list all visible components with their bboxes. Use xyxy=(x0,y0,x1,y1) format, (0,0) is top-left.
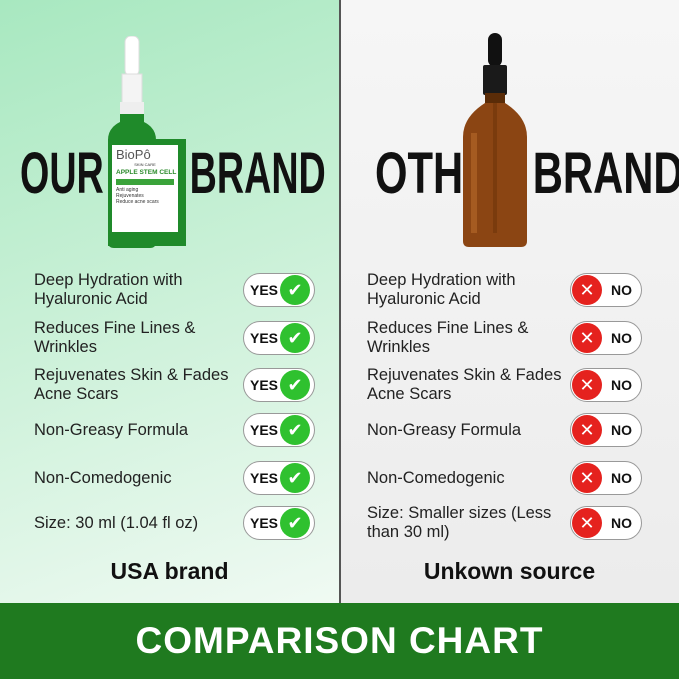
our-brand-subtitle: USA brand xyxy=(110,558,229,584)
feature-row: Deep Hydration with Hyaluronic Acid xyxy=(34,268,239,312)
comparison-chart-banner: COMPARISON CHART xyxy=(0,603,679,679)
badge-text: YES xyxy=(250,515,279,531)
no-badge: ✕ NO xyxy=(570,368,642,402)
divider xyxy=(339,0,341,603)
label-tagline: SKIN CARE xyxy=(134,162,156,167)
feature-row: Rejuvenates Skin & Fades Acne Scars xyxy=(34,363,239,407)
feature-row: Non-Greasy Formula xyxy=(367,408,567,452)
other-brand-heading: OTHER BRAND xyxy=(375,141,679,206)
no-badge: ✕ NO xyxy=(570,461,642,495)
feature-row: Deep Hydration with Hyaluronic Acid xyxy=(367,268,567,312)
badge-text: NO xyxy=(611,282,632,298)
badge-text: YES xyxy=(250,470,279,486)
feature-label: Size: Smaller sizes (Less than 30 ml) xyxy=(367,504,552,541)
badge-text: YES xyxy=(250,282,279,298)
badge-text: YES xyxy=(250,422,279,438)
check-circle-icon: ✔ xyxy=(280,463,311,493)
check-circle-icon: ✔ xyxy=(280,415,311,445)
check-circle-icon: ✔ xyxy=(280,275,311,305)
no-badge: ✕ NO xyxy=(570,506,642,540)
feature-row: Non-Greasy Formula xyxy=(34,408,239,452)
feature-label: Non-Greasy Formula xyxy=(34,420,189,439)
x-circle-icon: ✕ xyxy=(572,370,602,400)
other-brand-subtitle: Unkown source xyxy=(423,558,596,584)
badge-text: NO xyxy=(611,377,632,393)
feature-row: Reduces Fine Lines & Wrinkles xyxy=(34,316,239,360)
feature-row: Non-Comedogenic xyxy=(34,456,239,500)
x-circle-icon: ✕ xyxy=(572,463,602,493)
label-claim: Reduce acne scars xyxy=(116,199,159,205)
x-circle-icon: ✕ xyxy=(572,508,602,538)
yes-badge: YES ✔ xyxy=(243,368,315,402)
bottle-label: BioPô SKIN CARE APPLE STEM CELL Anti agi… xyxy=(112,145,178,232)
no-badge: ✕ NO xyxy=(570,413,642,447)
feature-label: Non-Greasy Formula xyxy=(367,420,522,439)
badge-text: NO xyxy=(611,515,632,531)
yes-badge: YES ✔ xyxy=(243,273,315,307)
feature-label: Size: 30 ml (1.04 fl oz) xyxy=(34,513,199,532)
amber-bottle-image xyxy=(463,33,527,247)
badge-text: NO xyxy=(611,330,632,346)
feature-label: Non-Comedogenic xyxy=(34,468,172,487)
feature-label: Rejuvenates Skin & Fades Acne Scars xyxy=(367,366,562,403)
feature-label: Rejuvenates Skin & Fades Acne Scars xyxy=(34,366,229,403)
check-circle-icon: ✔ xyxy=(280,323,311,353)
feature-row: Rejuvenates Skin & Fades Acne Scars xyxy=(367,363,567,407)
label-product: APPLE STEM CELL xyxy=(116,169,177,176)
badge-text: NO xyxy=(611,470,632,486)
label-claim: Rejuvenates xyxy=(116,193,144,199)
no-badge: ✕ NO xyxy=(570,321,642,355)
feature-row: Non-Comedogenic xyxy=(367,456,567,500)
feature-label: Non-Comedogenic xyxy=(367,468,505,487)
feature-label: Deep Hydration with Hyaluronic Acid xyxy=(34,271,183,308)
label-brand: BioPô xyxy=(116,147,151,162)
label-claim: Anti aging xyxy=(116,187,139,193)
check-circle-icon: ✔ xyxy=(280,508,311,538)
feature-label: Deep Hydration with Hyaluronic Acid xyxy=(367,271,516,308)
feature-row: Size: 30 ml (1.04 fl oz) xyxy=(34,501,239,545)
yes-badge: YES ✔ xyxy=(243,461,315,495)
no-badge: ✕ NO xyxy=(570,273,642,307)
yes-badge: YES ✔ xyxy=(243,321,315,355)
check-circle-icon: ✔ xyxy=(280,370,311,400)
badge-text: YES xyxy=(250,377,279,393)
x-circle-icon: ✕ xyxy=(572,323,602,353)
badge-text: NO xyxy=(611,422,632,438)
feature-row: Size: Smaller sizes (Less than 30 ml) xyxy=(367,501,567,545)
x-circle-icon: ✕ xyxy=(572,275,602,305)
yes-badge: YES ✔ xyxy=(243,413,315,447)
badge-text: YES xyxy=(250,330,279,346)
feature-label: Reduces Fine Lines & Wrinkles xyxy=(34,319,196,356)
feature-row: Reduces Fine Lines & Wrinkles xyxy=(367,316,567,360)
yes-badge: YES ✔ xyxy=(243,506,315,540)
x-circle-icon: ✕ xyxy=(572,415,602,445)
feature-label: Reduces Fine Lines & Wrinkles xyxy=(367,319,529,356)
